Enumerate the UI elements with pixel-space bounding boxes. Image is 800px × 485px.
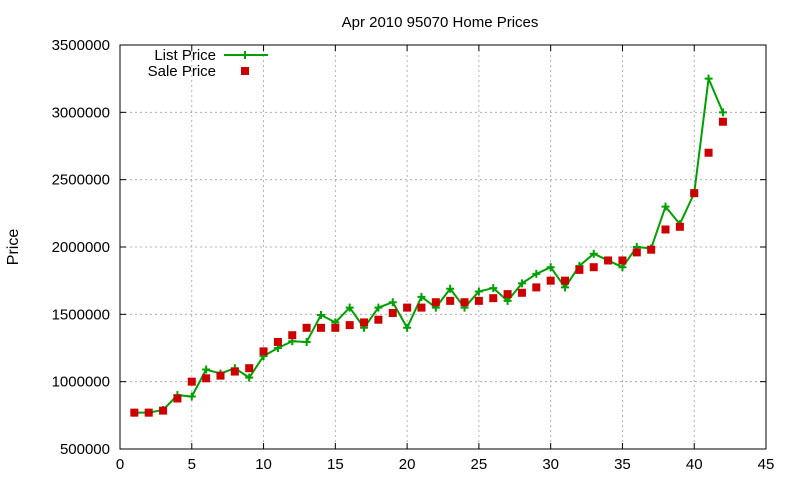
- sale-price-point: [604, 256, 613, 265]
- sale-price-point: [517, 288, 526, 297]
- x-tick-label: 40: [686, 456, 703, 473]
- y-tick-label: 2500000: [52, 172, 110, 189]
- list-price-point: [417, 292, 426, 301]
- list-price-point: [517, 279, 526, 288]
- list-price-point: [503, 296, 512, 305]
- legend: List Price Sale Price: [148, 47, 268, 80]
- x-tick-label: 45: [758, 456, 775, 473]
- sale-price-point: [130, 408, 139, 417]
- list-price-point: [661, 202, 670, 211]
- sale-price-point: [431, 298, 440, 307]
- list-price-point: [561, 283, 570, 292]
- sale-price-point: [273, 337, 282, 346]
- sale-price-point: [216, 371, 225, 380]
- series: [130, 74, 727, 417]
- x-tick-label: 35: [614, 456, 631, 473]
- sale-price-point: [187, 377, 196, 386]
- legend-marker-sale-price: [241, 67, 249, 75]
- sale-price-point: [144, 408, 153, 417]
- sale-price-point: [159, 406, 168, 415]
- sale-price-point: [718, 117, 727, 126]
- sale-price-point: [388, 308, 397, 317]
- sale-price-point: [546, 276, 555, 285]
- x-tick-label: 25: [471, 456, 488, 473]
- sale-price-point: [489, 294, 498, 303]
- y-tick-label: 1000000: [52, 374, 110, 391]
- list-price-point: [316, 311, 325, 320]
- x-tick-label: 5: [188, 456, 196, 473]
- sale-price-point: [245, 364, 254, 373]
- list-price-point: [374, 303, 383, 312]
- sale-price-point: [503, 290, 512, 299]
- x-tick-label: 10: [255, 456, 272, 473]
- sale-price-point: [403, 303, 412, 312]
- sale-price-point: [360, 318, 369, 327]
- list-price-point: [704, 74, 713, 83]
- sale-price-point: [302, 323, 311, 332]
- y-axis-label: Price: [5, 229, 22, 266]
- sale-price-point: [345, 321, 354, 330]
- sale-price-point: [173, 394, 182, 403]
- sale-price-point: [417, 303, 426, 312]
- list-price-point: [718, 108, 727, 117]
- sale-price-point: [561, 276, 570, 285]
- sale-price-point: [690, 189, 699, 198]
- list-price-point: [403, 323, 412, 332]
- x-tick-label: 30: [542, 456, 559, 473]
- sale-price-point: [474, 296, 483, 305]
- legend-marker-list-price: [241, 51, 249, 59]
- list-price-point: [618, 263, 627, 272]
- y-tick-label: 3000000: [52, 104, 110, 121]
- axis-ticks: 0 5 10 15 20 25 30 35 40 45 500000 1000000 1500000 20…: [52, 37, 775, 473]
- sale-price-point: [647, 245, 656, 254]
- list-price-point: [245, 373, 254, 382]
- sale-price-point: [675, 222, 684, 231]
- list-price-point: [589, 249, 598, 258]
- sale-price-point: [331, 323, 340, 332]
- sale-price-point: [460, 298, 469, 307]
- sale-price-point: [374, 315, 383, 324]
- list-price-point: [546, 263, 555, 272]
- list-price-point: [489, 284, 498, 293]
- sale-price-point: [259, 347, 268, 356]
- chart-title: Apr 2010 95070 Home Prices: [342, 14, 539, 31]
- list-price-point: [187, 392, 196, 401]
- y-tick-label: 500000: [60, 441, 110, 458]
- list-price-point: [345, 303, 354, 312]
- sale-price-point: [230, 367, 239, 376]
- sale-price-point: [632, 248, 641, 257]
- legend-label-list-price: List Price: [154, 47, 216, 64]
- list-price-point: [446, 284, 455, 293]
- sale-price-point: [316, 323, 325, 332]
- list-price-point: [302, 337, 311, 346]
- list-price-point: [532, 269, 541, 278]
- y-tick-label: 1500000: [52, 306, 110, 323]
- sale-price-point: [575, 265, 584, 274]
- list-price-line: [134, 77, 724, 414]
- sale-price-point: [446, 296, 455, 305]
- y-tick-label: 3500000: [52, 37, 110, 54]
- legend-label-sale-price: Sale Price: [148, 63, 216, 80]
- sale-price-point: [202, 374, 211, 383]
- sale-price-point: [661, 225, 670, 234]
- x-tick-label: 0: [116, 456, 124, 473]
- list-price-point: [474, 287, 483, 296]
- list-price-point: [388, 298, 397, 307]
- x-tick-label: 15: [327, 456, 344, 473]
- sale-price-point: [589, 263, 598, 272]
- y-tick-label: 2000000: [52, 239, 110, 256]
- sale-price-point: [618, 256, 627, 265]
- sale-price-point: [704, 148, 713, 157]
- x-tick-label: 20: [399, 456, 416, 473]
- list-price-point: [202, 365, 211, 374]
- grid: [120, 45, 766, 449]
- sale-price-point: [288, 331, 297, 340]
- sale-price-point: [532, 283, 541, 292]
